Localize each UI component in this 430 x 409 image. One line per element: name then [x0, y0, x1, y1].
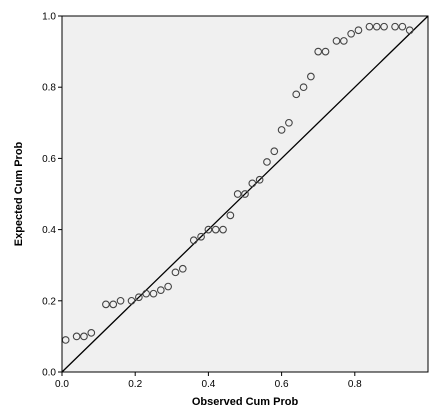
y-tick-label: 1.0 — [42, 12, 56, 23]
data-point — [116, 296, 125, 305]
data-point — [307, 72, 315, 81]
y-axis-title: Expected Cum Prob — [13, 141, 25, 246]
data-point — [270, 147, 279, 156]
data-point — [204, 225, 213, 234]
y-tick-label: 0.8 — [42, 83, 56, 94]
data-point — [211, 225, 220, 234]
data-point — [339, 37, 348, 45]
x-tick-label: 0.4 — [201, 379, 215, 390]
data-point — [255, 175, 264, 184]
data-point — [241, 190, 249, 198]
data-point — [277, 126, 286, 134]
data-point — [391, 22, 399, 31]
y-tick-label: 0.2 — [42, 296, 56, 307]
data-point — [87, 328, 96, 337]
data-point — [263, 158, 271, 166]
data-point — [405, 26, 414, 35]
data-point — [127, 296, 136, 305]
data-point — [171, 268, 180, 277]
data-point — [178, 264, 187, 273]
data-point — [233, 190, 242, 198]
x-tick-label: 0.2 — [128, 379, 142, 390]
data-point — [314, 47, 323, 56]
x-tick-label: 0.0 — [55, 379, 69, 390]
data-point — [72, 332, 81, 341]
data-point — [380, 22, 388, 31]
plot-frame — [61, 15, 429, 373]
data-point — [109, 300, 118, 309]
data-point — [365, 22, 374, 31]
y-tick-label: 0.4 — [42, 225, 56, 236]
data-point — [102, 300, 110, 309]
data-point — [189, 236, 198, 245]
x-axis-title: Observed Cum Prob — [192, 396, 299, 408]
data-point — [299, 83, 308, 92]
data-point — [226, 211, 235, 220]
data-point — [197, 232, 205, 241]
data-point — [347, 29, 355, 38]
data-point — [164, 282, 172, 291]
y-tick-label: 0.0 — [42, 368, 56, 379]
data-point — [321, 47, 330, 56]
data-point — [219, 225, 227, 234]
data-point — [285, 118, 293, 127]
data-point — [332, 37, 341, 45]
data-point — [248, 179, 257, 188]
x-tick-label: 0.8 — [348, 379, 362, 390]
data-point — [354, 26, 363, 35]
data-point — [142, 289, 151, 298]
y-tick-label: 0.6 — [42, 154, 56, 165]
data-point — [292, 90, 301, 99]
reference-line — [61, 15, 429, 373]
data-point — [80, 332, 88, 341]
data-point — [135, 293, 143, 302]
data-point — [156, 286, 165, 294]
data-point — [372, 22, 381, 31]
data-point — [149, 289, 158, 298]
x-tick-label: 0.6 — [275, 379, 289, 390]
data-point — [398, 22, 407, 31]
